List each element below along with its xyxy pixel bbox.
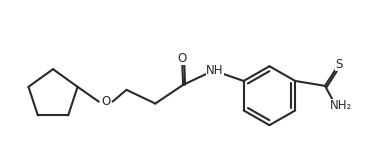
Text: O: O — [101, 95, 110, 108]
Text: NH: NH — [206, 64, 224, 77]
Text: O: O — [178, 52, 187, 65]
Text: S: S — [335, 58, 342, 71]
Text: NH₂: NH₂ — [330, 99, 352, 112]
